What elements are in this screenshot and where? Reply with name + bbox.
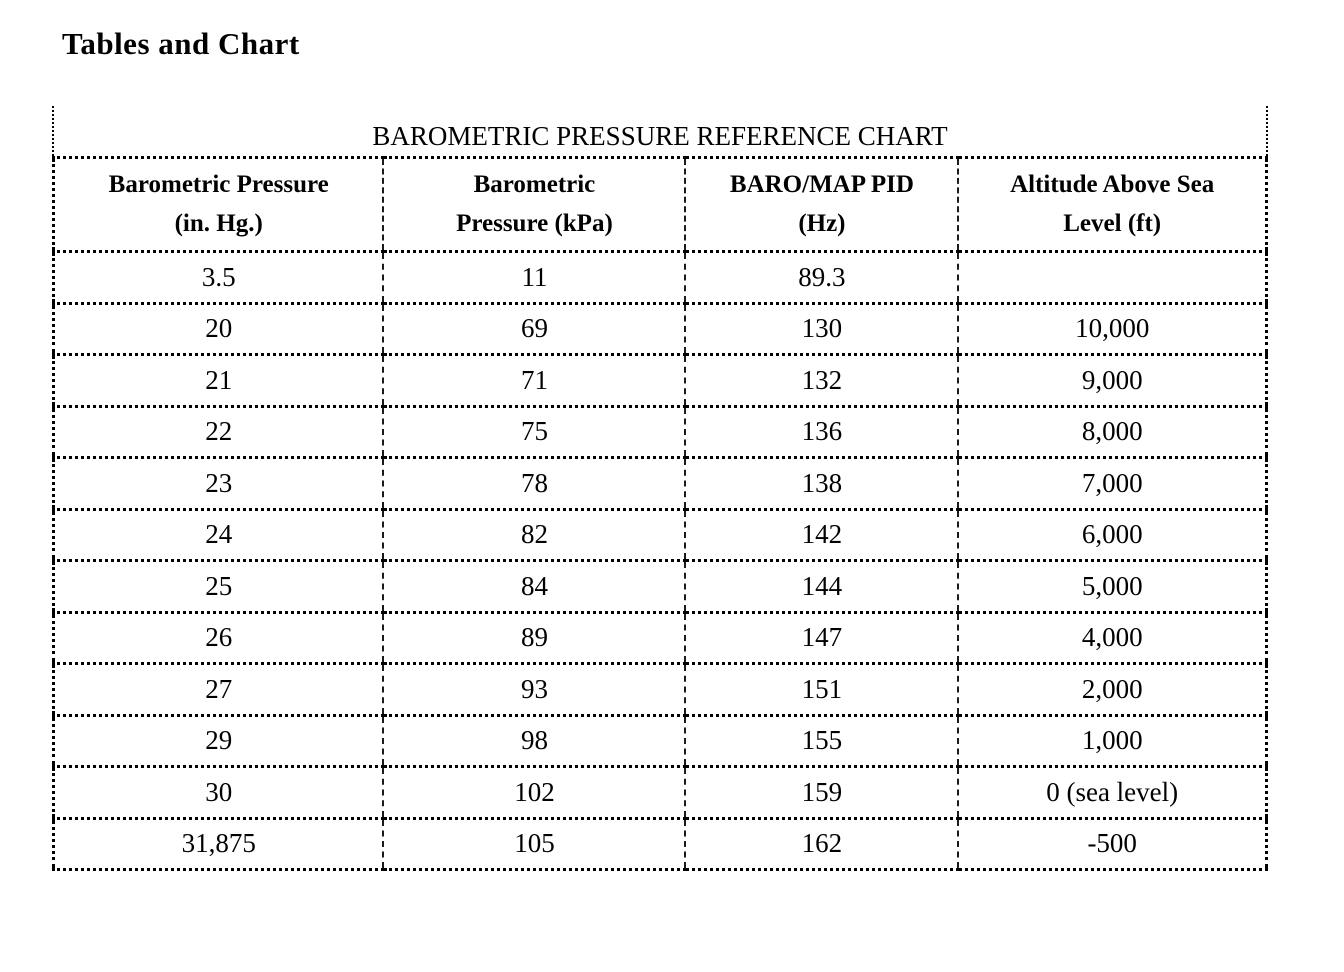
table-cell: 23 (52, 456, 385, 511)
table-cell: 102 (382, 765, 687, 820)
column-header-line: Altitude Above Sea (1010, 170, 1215, 198)
chart-table-body: 3.5 11 89.3 20 69 130 10,000 21 71 132 9,000 22 75 13… (52, 250, 1268, 871)
table-row: 27 93 151 2,000 (52, 662, 1268, 717)
table-cell: 4,000 (957, 610, 1268, 665)
table-cell: 82 (382, 507, 687, 562)
table-cell: 162 (684, 816, 960, 871)
table-cell: 105 (382, 816, 687, 871)
table-cell: 142 (684, 507, 960, 562)
table-cell: 8,000 (957, 404, 1268, 459)
table-cell: 93 (382, 662, 687, 717)
table-cell: 132 (684, 353, 960, 408)
table-cell: 2,000 (957, 662, 1268, 717)
table-cell: 147 (684, 610, 960, 665)
table-cell: 71 (382, 353, 687, 408)
column-header-line: (in. Hg.) (174, 209, 263, 237)
table-cell: 20 (52, 301, 385, 356)
table-cell: 0 (sea level) (957, 765, 1268, 820)
table-cell: 25 (52, 559, 385, 614)
column-header-line: BARO/MAP PID (729, 170, 914, 198)
table-cell: 89.3 (684, 250, 960, 305)
table-row: 26 89 147 4,000 (52, 610, 1268, 665)
table-cell: 21 (52, 353, 385, 408)
table-cell: 10,000 (957, 301, 1268, 356)
table-cell: 5,000 (957, 559, 1268, 614)
table-row: 29 98 155 1,000 (52, 713, 1268, 768)
table-cell: 1,000 (957, 713, 1268, 768)
table-cell: 75 (382, 404, 687, 459)
page-title: Tables and Chart (62, 26, 300, 61)
barometric-pressure-table: Barometric Pressure (in. Hg.) Barometric… (52, 156, 1268, 871)
column-header-pressure-inhg: Barometric Pressure (in. Hg.) (52, 156, 385, 253)
table-cell: 155 (684, 713, 960, 768)
table-cell: 84 (382, 559, 687, 614)
reference-chart-frame: BAROMETRIC PRESSURE REFERENCE CHART Baro… (52, 106, 1268, 871)
table-cell: 69 (382, 301, 687, 356)
table-row: 30 102 159 0 (sea level) (52, 765, 1268, 820)
table-cell: -500 (957, 816, 1268, 871)
table-cell: 27 (52, 662, 385, 717)
table-cell: 11 (382, 250, 687, 305)
table-cell: 31,875 (52, 816, 385, 871)
table-row: 3.5 11 89.3 (52, 250, 1268, 305)
table-cell: 144 (684, 559, 960, 614)
table-cell: 159 (684, 765, 960, 820)
table-cell: 24 (52, 507, 385, 562)
table-cell: 136 (684, 404, 960, 459)
table-row: 23 78 138 7,000 (52, 456, 1268, 511)
table-cell: 22 (52, 404, 385, 459)
column-header-line: (Hz) (798, 209, 846, 237)
table-cell: 78 (382, 456, 687, 511)
table-row: 24 82 142 6,000 (52, 507, 1268, 562)
column-header-line: Pressure (kPa) (456, 209, 613, 237)
chart-title: BAROMETRIC PRESSURE REFERENCE CHART (52, 106, 1268, 156)
table-row: 21 71 132 9,000 (52, 353, 1268, 408)
table-cell: 26 (52, 610, 385, 665)
table-cell (957, 250, 1268, 305)
table-cell: 130 (684, 301, 960, 356)
table-cell: 3.5 (52, 250, 385, 305)
table-cell: 7,000 (957, 456, 1268, 511)
table-header-row: Barometric Pressure (in. Hg.) Barometric… (52, 156, 1268, 253)
table-cell: 6,000 (957, 507, 1268, 562)
table-row: 20 69 130 10,000 (52, 301, 1268, 356)
table-cell: 29 (52, 713, 385, 768)
table-header: Barometric Pressure (in. Hg.) Barometric… (52, 156, 1268, 253)
column-header-baro-map-pid: BARO/MAP PID (Hz) (684, 156, 960, 253)
table-cell: 98 (382, 713, 687, 768)
table-cell: 9,000 (957, 353, 1268, 408)
table-cell: 89 (382, 610, 687, 665)
table-row: 31,875 105 162 -500 (52, 816, 1268, 871)
column-header-line: Level (ft) (1063, 209, 1162, 237)
table-cell: 151 (684, 662, 960, 717)
column-header-line: Barometric (473, 170, 596, 198)
column-header-line: Barometric Pressure (108, 170, 329, 198)
column-header-altitude: Altitude Above Sea Level (ft) (957, 156, 1268, 253)
table-row: 25 84 144 5,000 (52, 559, 1268, 614)
table-row: 22 75 136 8,000 (52, 404, 1268, 459)
table-cell: 30 (52, 765, 385, 820)
column-header-pressure-kpa: Barometric Pressure (kPa) (382, 156, 687, 253)
table-cell: 138 (684, 456, 960, 511)
